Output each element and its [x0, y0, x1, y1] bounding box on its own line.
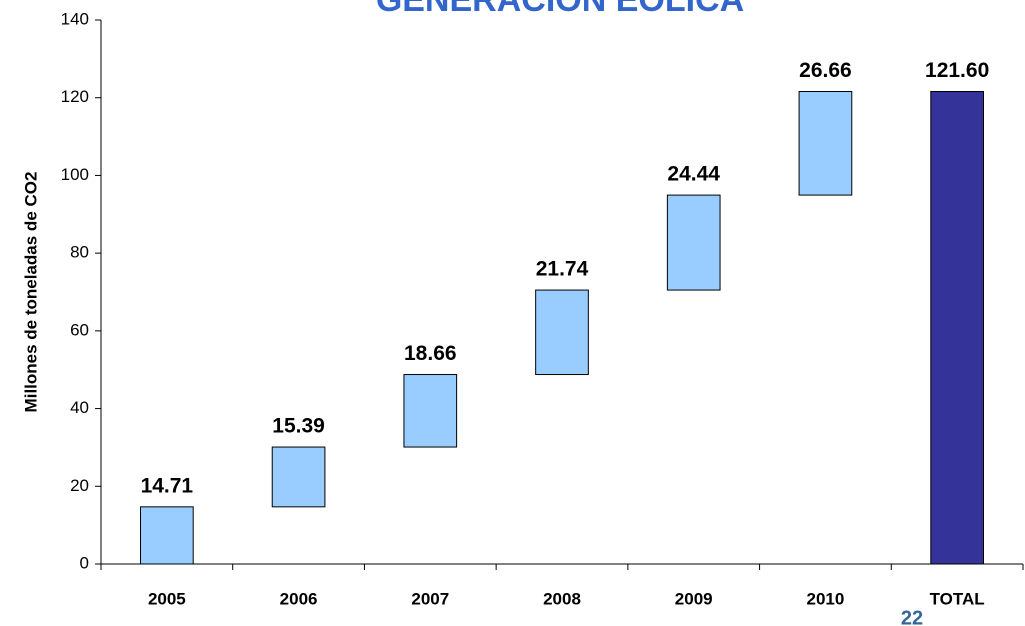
chart-title: GENERACION EOLICA — [376, 0, 744, 19]
y-tick-label: 60 — [70, 320, 89, 339]
value-label: 14.71 — [141, 474, 194, 497]
value-label: 21.74 — [536, 258, 589, 281]
bar — [403, 374, 458, 448]
value-label: 15.39 — [272, 415, 325, 438]
y-tick-label: 120 — [61, 87, 89, 106]
value-label: 18.66 — [404, 342, 457, 365]
x-tick-label: 2009 — [675, 589, 713, 608]
y-tick-label: 20 — [70, 476, 89, 495]
y-tick-label: 100 — [61, 165, 89, 184]
x-tick-label: TOTAL — [930, 589, 985, 608]
value-label: 121.60 — [925, 59, 989, 82]
bar — [930, 90, 984, 565]
y-tick-label: 40 — [70, 398, 89, 417]
bar — [666, 194, 721, 291]
y-tick-label: 0 — [80, 553, 89, 572]
x-tick-label: 2008 — [543, 589, 581, 608]
x-tick-label: 2007 — [411, 589, 449, 608]
y-tick-label: 140 — [61, 9, 89, 28]
bar — [271, 446, 326, 508]
x-tick-label: 2005 — [148, 589, 186, 608]
value-label: 26.66 — [799, 59, 852, 82]
bar — [140, 506, 194, 565]
y-axis-label: Millones de toneladas de CO2 — [21, 172, 40, 413]
y-tick-label: 80 — [70, 243, 89, 262]
value-label: 24.44 — [667, 163, 720, 186]
bar — [798, 90, 853, 196]
x-tick-label: 2010 — [807, 589, 845, 608]
bar — [535, 289, 589, 376]
page-number: 22 — [901, 607, 923, 626]
x-tick-label: 2006 — [280, 589, 318, 608]
